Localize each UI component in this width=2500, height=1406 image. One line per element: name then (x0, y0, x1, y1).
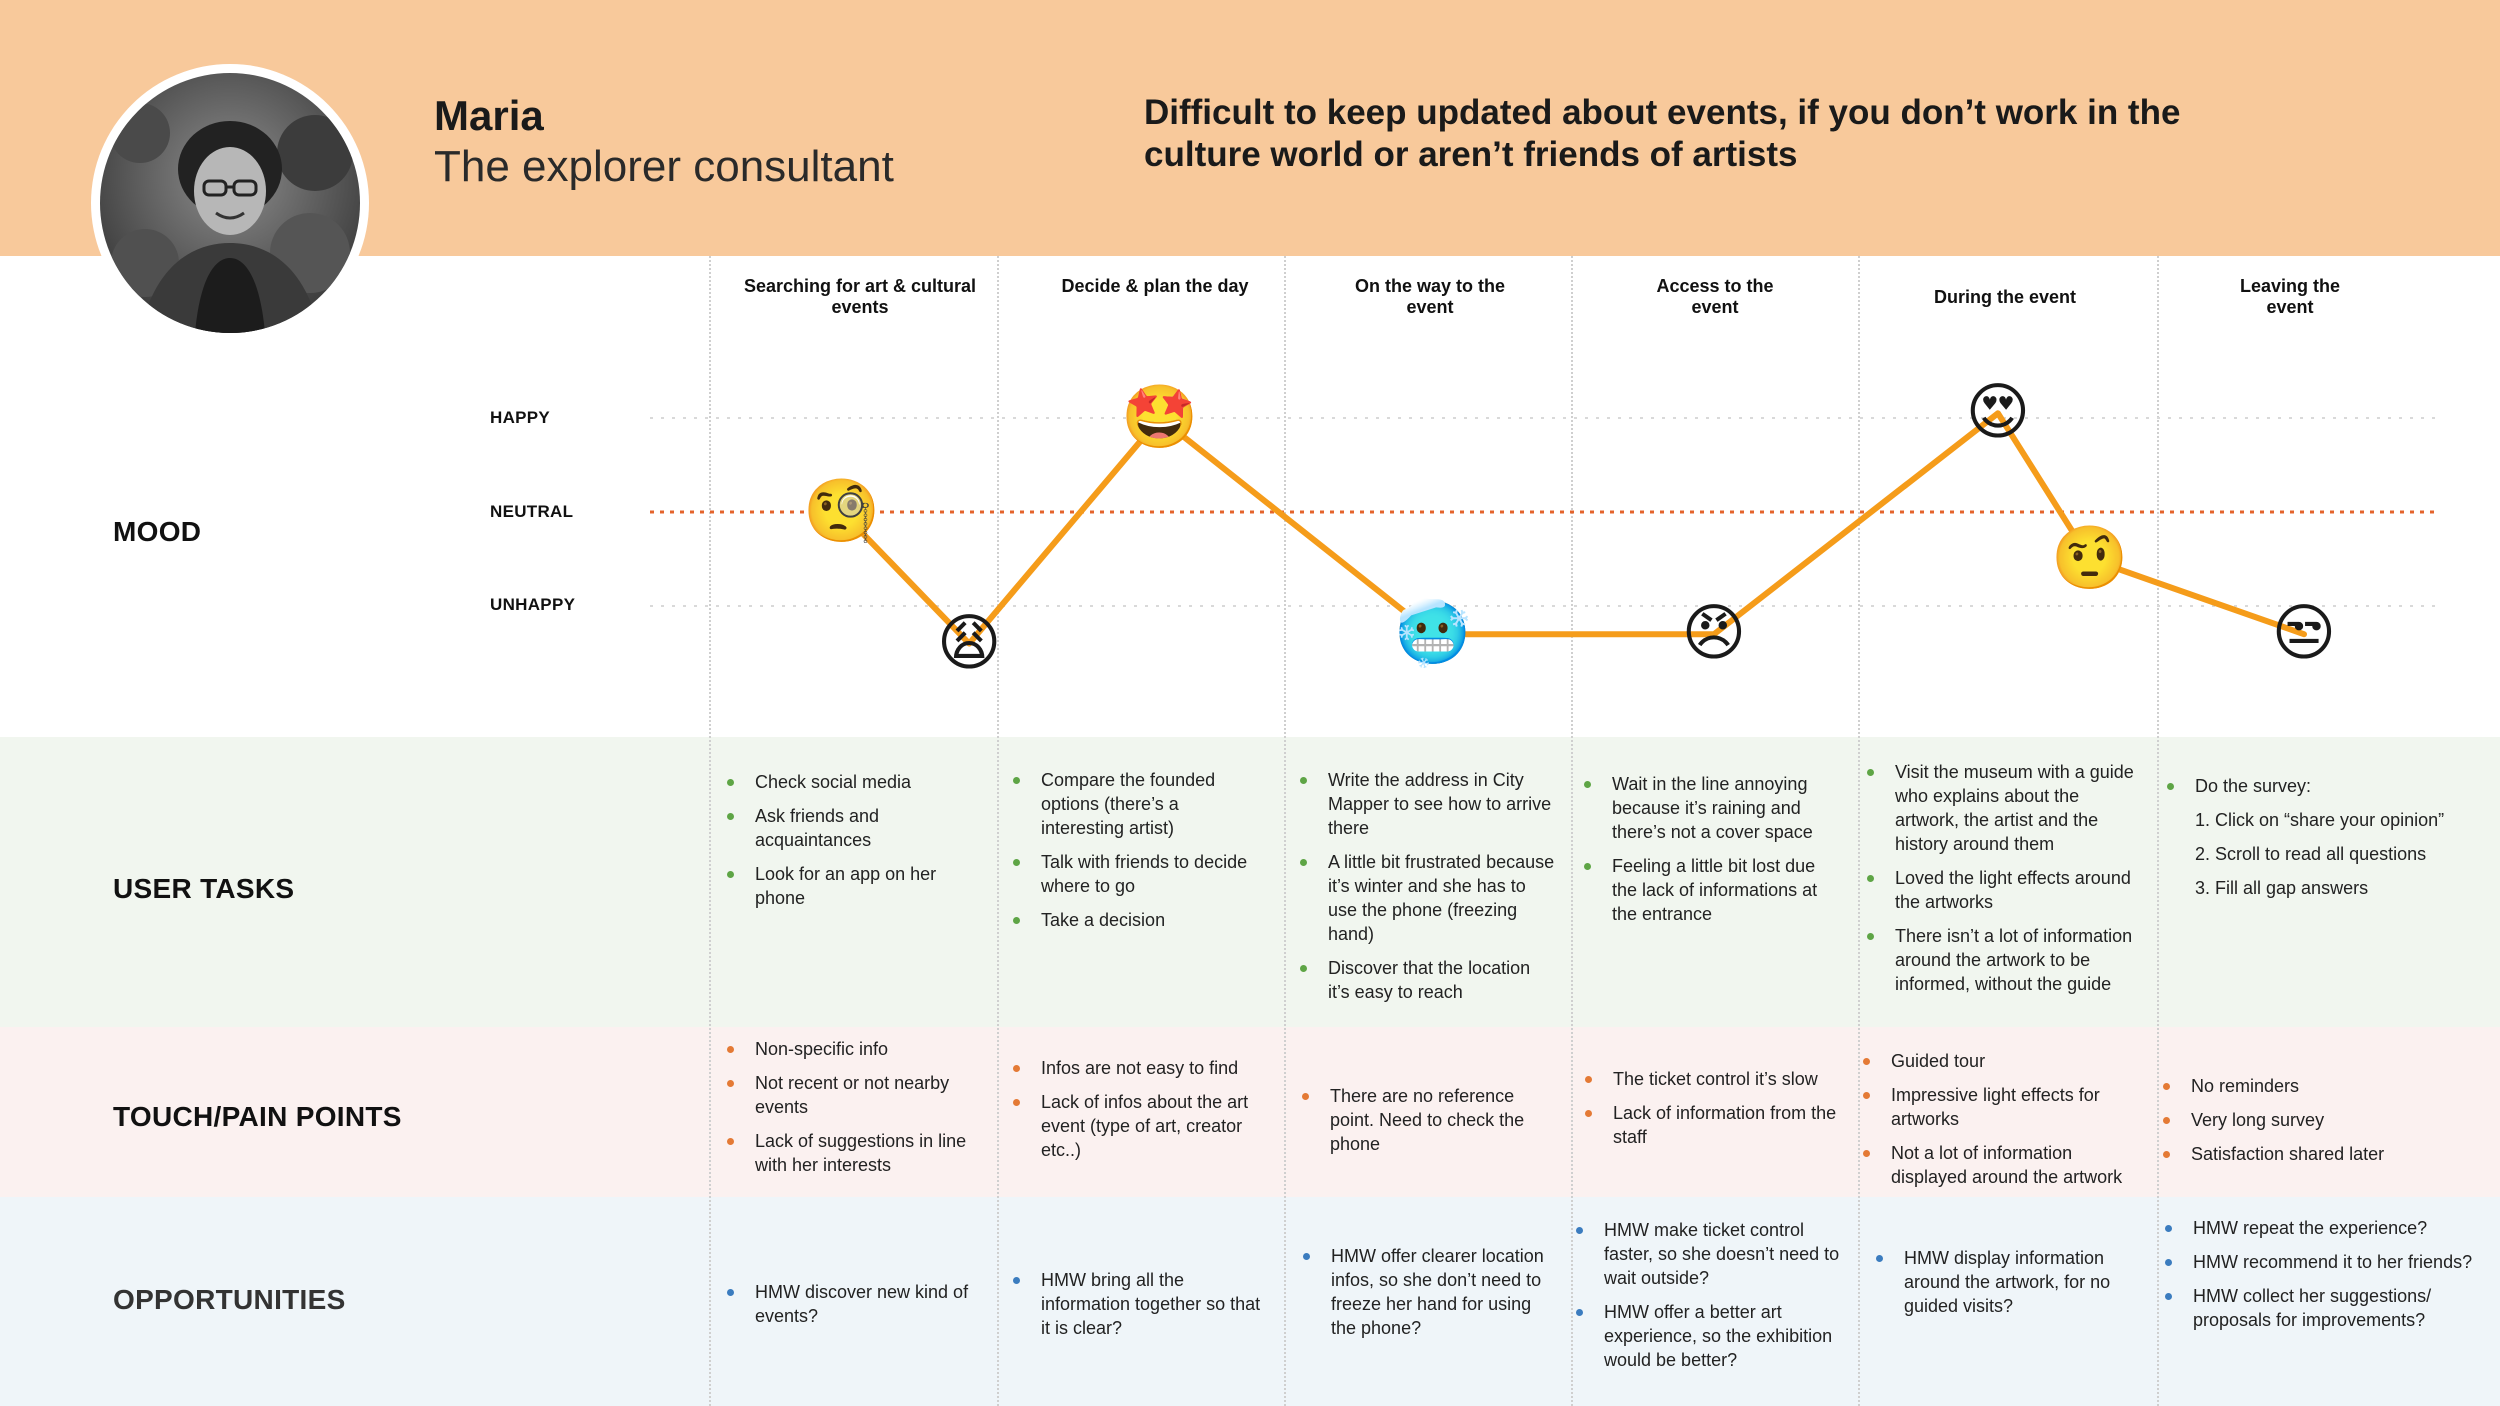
mood-emoji-icon: 🤨 (2051, 524, 2129, 593)
opportunities-column-4: HMW make ticket control faster, so she d… (1576, 1218, 1856, 1382)
stage-header: During the event (1933, 287, 2076, 307)
mood-emoji-icon: 🧐 (803, 477, 881, 546)
persona-photo-icon (100, 73, 360, 333)
tasks-column-2: Compare the founded options (there’s a i… (1013, 768, 1253, 942)
list-item: Visit the museum with a guide who explai… (1867, 760, 2137, 856)
list-item: There are no reference point. Need to ch… (1302, 1084, 1562, 1156)
tasks-column-6: Do the survey: 1. Click on “share your op… (2167, 774, 2477, 910)
mood-emoji-icon: 😩 (936, 608, 1002, 678)
list-item: HMW offer clearer location infos, so she… (1303, 1244, 1553, 1340)
list-item: HMW discover new kind of events? (727, 1280, 987, 1328)
mood-line (839, 410, 2307, 647)
list-item: Take a decision (1013, 908, 1253, 932)
stage-header: On the way to the event (1354, 276, 1505, 317)
list-item: Discover that the location it’s easy to … (1300, 956, 1555, 1004)
pain-column-5: Guided tour Impressive light effects for … (1863, 1049, 2153, 1199)
mood-emoji-icon: 😍 (1965, 378, 2031, 448)
list-item: HMW collect her suggestions/ proposals f… (2165, 1284, 2475, 1332)
stage-header: Decide & plan the day (1061, 276, 1249, 296)
list-item: Write the address in City Mapper to see … (1300, 768, 1555, 840)
row-title-pain-points: TOUCH/PAIN POINTS (113, 1101, 402, 1132)
persona-headline: Difficult to keep updated about events, … (1144, 93, 2181, 174)
avatar (100, 73, 360, 333)
pain-column-3: There are no reference point. Need to ch… (1302, 1084, 1562, 1166)
opportunities-column-1: HMW discover new kind of events? (727, 1280, 987, 1338)
pain-column-2: Infos are not easy to find Lack of infos … (1013, 1056, 1253, 1172)
list-item: There isn’t a lot of information around … (1867, 924, 2137, 996)
column-divider (1858, 256, 1860, 1406)
persona-role: The explorer consultant (434, 142, 894, 191)
tasks-column-1: Check social media Ask friends and acquai… (727, 770, 987, 920)
list-item: Look for an app on her phone (727, 862, 987, 910)
row-title-mood: MOOD (113, 516, 202, 547)
mood-level-happy: HAPPY (490, 408, 551, 427)
mood-chart (650, 410, 2440, 647)
pain-points-band (0, 1027, 2500, 1197)
survey-step: 3. Fill all gap answers (2195, 878, 2369, 898)
list-item: HMW bring all the information together s… (1013, 1268, 1263, 1340)
list-item: Very long survey (2163, 1108, 2473, 1132)
opportunities-column-5: HMW display information around the artwo… (1876, 1246, 2126, 1328)
opportunities-column-2: HMW bring all the information together s… (1013, 1268, 1263, 1350)
list-item: No reminders (2163, 1074, 2473, 1098)
pain-column-4: The ticket control it’s slow Lack of info… (1585, 1067, 1845, 1159)
list-item: HMW display information around the artwo… (1876, 1246, 2126, 1318)
mood-emoji-icon: 😒 (2271, 599, 2337, 669)
list-item: A little bit frustrated because it’s win… (1300, 850, 1555, 946)
tasks-column-4: Wait in the line annoying because it’s r… (1584, 772, 1844, 936)
column-divider (1571, 256, 1573, 1406)
persona-name: Maria (434, 92, 544, 139)
row-title-opportunities: OPPORTUNITIES (113, 1284, 346, 1315)
mood-emoji-icon: 🥶 (1394, 599, 1472, 669)
list-item: Do the survey: (2167, 774, 2477, 798)
list-item: Satisfaction shared later (2163, 1142, 2473, 1166)
list-item: Compare the founded options (there’s a i… (1013, 768, 1253, 840)
list-item: Lack of suggestions in line with her int… (727, 1129, 987, 1177)
list-item: Lack of infos about the art event (type … (1013, 1090, 1253, 1162)
list-item: Impressive light effects for artworks (1863, 1083, 2153, 1131)
column-divider (2157, 256, 2159, 1406)
tasks-column-5: Visit the museum with a guide who explai… (1867, 760, 2137, 1006)
list-item: Infos are not easy to find (1013, 1056, 1253, 1080)
list-item: HMW offer a better art experience, so th… (1576, 1300, 1856, 1372)
list-item: Non-specific info (727, 1037, 987, 1061)
list-item: Not recent or not nearby events (727, 1071, 987, 1119)
survey-step: 2. Scroll to read all questions (2195, 844, 2427, 864)
mood-emoji-icon: 😠 (1681, 599, 1747, 669)
stage-header: Access to the event (1656, 276, 1774, 317)
list-item: Not a lot of information displayed aroun… (1863, 1141, 2153, 1189)
list-item: HMW repeat the experience? (2165, 1216, 2475, 1240)
mood-emoji-icon: 🤩 (1121, 383, 1199, 452)
stage-header: Searching for art & cultural events (743, 276, 977, 317)
list-item: Lack of information from the staff (1585, 1101, 1845, 1149)
mood-level-neutral: NEUTRAL (490, 502, 574, 521)
list-item: Talk with friends to decide where to go (1013, 850, 1253, 898)
list-item: HMW recommend it to her friends? (2165, 1250, 2475, 1274)
row-title-user-tasks: USER TASKS (113, 873, 295, 904)
list-item: The ticket control it’s slow (1585, 1067, 1845, 1091)
user-tasks-band (0, 737, 2500, 1027)
column-divider (1284, 256, 1286, 1406)
header-band (0, 0, 2500, 256)
pain-column-1: Non-specific info Not recent or not nearb… (727, 1037, 987, 1187)
tasks-column-3: Write the address in City Mapper to see … (1300, 768, 1555, 1014)
opportunities-band (0, 1197, 2500, 1406)
opportunities-column-3: HMW offer clearer location infos, so she… (1303, 1244, 1553, 1350)
pain-column-6: No reminders Very long survey Satisfaction… (2163, 1074, 2473, 1176)
opportunities-column-6: HMW repeat the experience? HMW recommend … (2165, 1216, 2475, 1342)
list-item: HMW make ticket control faster, so she d… (1576, 1218, 1856, 1290)
list-item: Loved the light effects around the artwo… (1867, 866, 2137, 914)
list-item: Feeling a little bit lost due the lack o… (1584, 854, 1844, 926)
column-divider (997, 256, 999, 1406)
column-divider (709, 256, 711, 1406)
list-item: Ask friends and acquaintances (727, 804, 987, 852)
survey-step: 1. Click on “share your opinion” (2195, 810, 2445, 830)
list-item: Check social media (727, 770, 987, 794)
list-item: Wait in the line annoying because it’s r… (1584, 772, 1844, 844)
list-item: Guided tour (1863, 1049, 2153, 1073)
stage-header: Leaving the event (2239, 276, 2341, 317)
mood-level-unhappy: UNHAPPY (490, 595, 576, 614)
